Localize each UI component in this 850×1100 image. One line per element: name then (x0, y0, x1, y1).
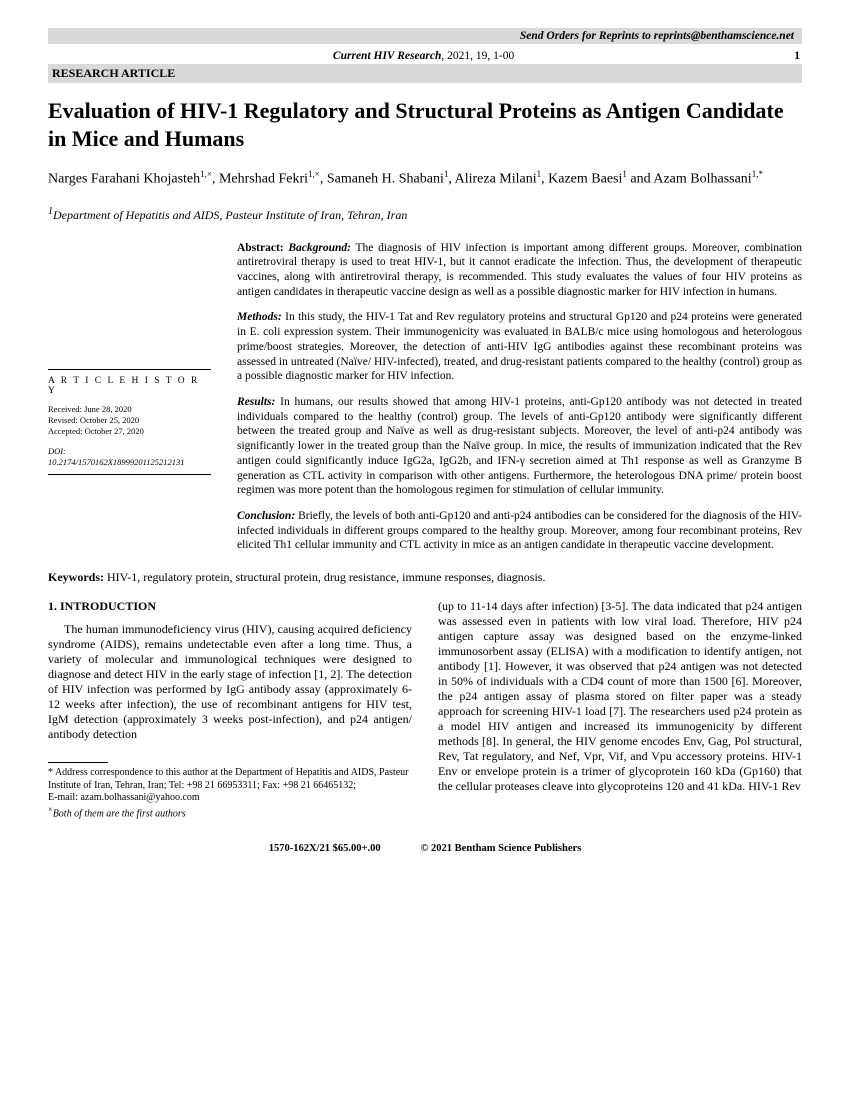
authors-line: Narges Farahani Khojasteh1,×, Mehrshad F… (48, 168, 802, 190)
history-title: A R T I C L E H I S T O R Y (48, 376, 211, 396)
abstract-conclusion: Conclusion: Briefly, the levels of both … (237, 509, 802, 553)
doi: DOI: 10.2174/1570162X18999201125212131 (48, 446, 211, 468)
abstract-results: Results: In humans, our results showed t… (237, 395, 802, 498)
copyright: © 2021 Bentham Science Publishers (421, 843, 582, 854)
intro-heading: 1. INTRODUCTION (48, 599, 412, 614)
journal-header-line: . Current HIV Research, 2021, 19, 1-00 1 (48, 50, 802, 62)
abstract-methods: Methods: In this study, the HIV-1 Tat an… (237, 310, 802, 384)
intro-paragraph-2: (up to 11-14 days after infection) [3-5]… (438, 599, 802, 794)
page-number: 1 (794, 50, 800, 62)
correspondence: * Address correspondence to this author … (48, 767, 412, 820)
right-column: (up to 11-14 days after infection) [3-5]… (438, 599, 802, 820)
issn-price: 1570-162X/21 $65.00+.00 (269, 843, 381, 854)
abstract-background: Abstract: Background: The diagnosis of H… (237, 241, 802, 300)
history-dates: Received: June 28, 2020 Revised: October… (48, 404, 211, 438)
affiliation: 1Department of Hepatitis and AIDS, Paste… (48, 206, 802, 223)
keywords: Keywords: HIV-1, regulatory protein, str… (48, 570, 802, 585)
journal-name: Current HIV Research, 2021, 19, 1-00 (333, 50, 514, 62)
intro-paragraph-1: The human immunodeficiency virus (HIV), … (48, 622, 412, 742)
body-columns: 1. INTRODUCTION The human immunodeficien… (48, 599, 802, 820)
reprint-banner: Send Orders for Reprints to reprints@ben… (48, 28, 802, 44)
paper-title: Evaluation of HIV-1 Regulatory and Struc… (48, 97, 802, 152)
abstract-block: A R T I C L E H I S T O R Y Received: Ju… (48, 241, 802, 565)
correspondence-separator (48, 762, 108, 763)
abstract-text: Abstract: Background: The diagnosis of H… (237, 241, 802, 565)
page-footer: 1570-162X/21 $65.00+.00 © 2021 Bentham S… (48, 843, 802, 854)
section-bar: RESEARCH ARTICLE (48, 64, 802, 83)
article-history-box: A R T I C L E H I S T O R Y Received: Ju… (48, 369, 211, 476)
left-column: 1. INTRODUCTION The human immunodeficien… (48, 599, 412, 820)
article-history-column: A R T I C L E H I S T O R Y Received: Ju… (48, 241, 211, 565)
